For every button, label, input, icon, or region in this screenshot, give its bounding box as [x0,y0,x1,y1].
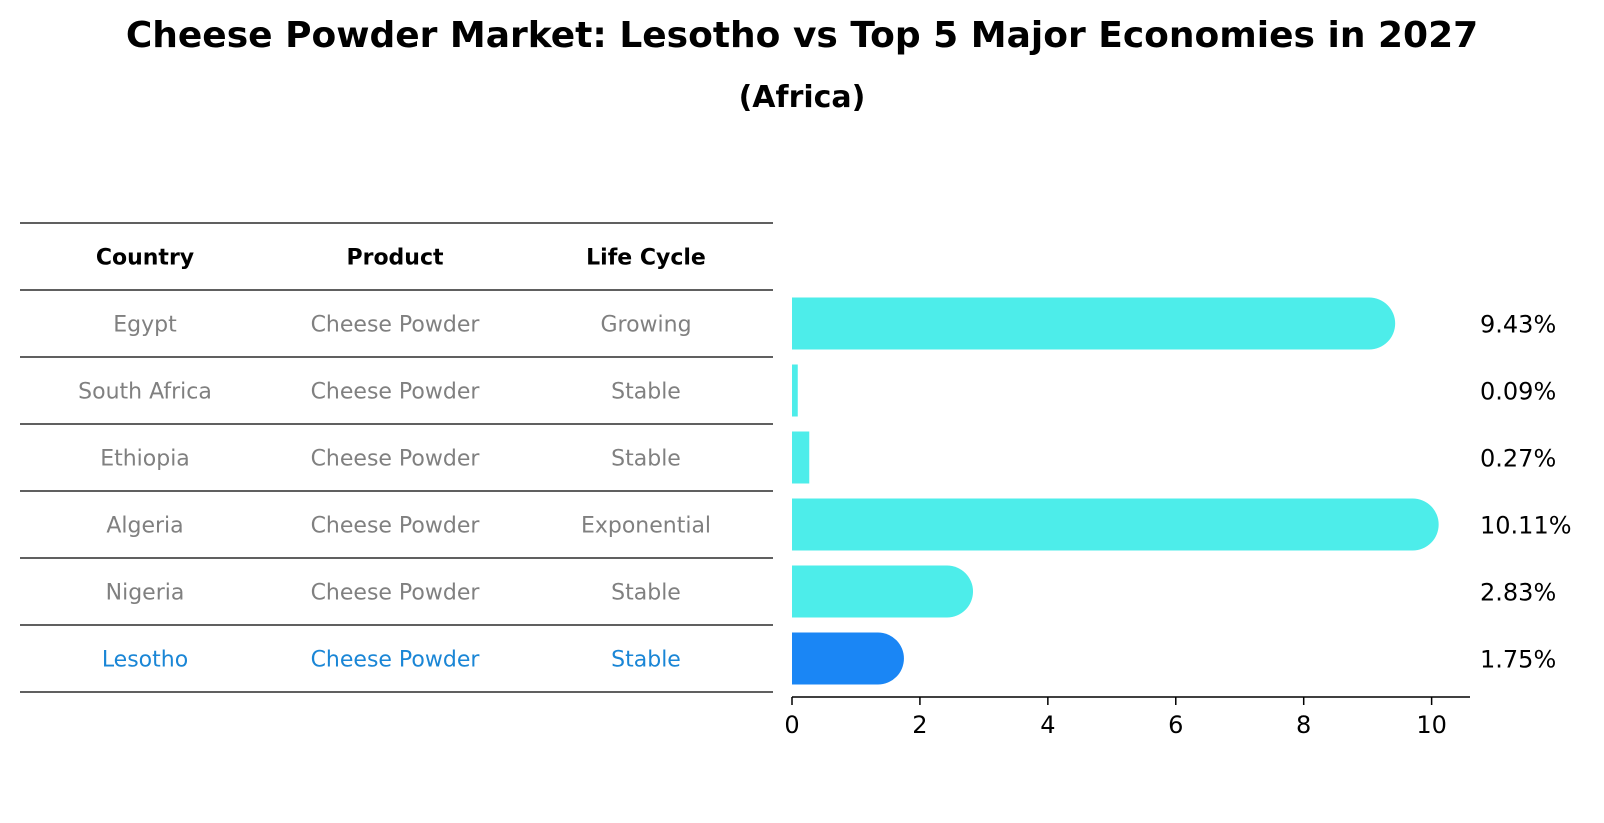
table-cell-product: Cheese Powder [311,447,481,472]
x-axis: 0 2 4 6 8 10 [784,696,1470,739]
table-cell-life-cycle: Growing [600,313,691,338]
bar-nigeria [792,565,974,618]
x-tick-label: 8 [1296,711,1311,739]
data-table: Country Product Life Cycle Egypt Cheese Powd… [20,222,773,693]
chart-subtitle: (Africa) [738,80,866,115]
table-cell-country: Lesotho [102,648,188,673]
bar-egypt [792,297,1396,350]
table-cell-life-cycle: Stable [611,648,681,673]
bar-value-label: 10.11% [1480,512,1572,540]
bar-value-label: 1.75% [1480,646,1556,674]
bar-south-africa [792,364,798,417]
bar-value-label: 0.09% [1480,378,1556,406]
table-cell-product: Cheese Powder [311,514,481,539]
x-tick-label: 10 [1416,711,1447,739]
bar-algeria [792,498,1439,551]
bar-ethiopia [792,431,810,484]
table-cell-country: South Africa [78,380,212,405]
bar-series: 9.43% 0.09% 0.27% 10.11% 2.83% 1.75% [792,297,1572,685]
table-cell-product: Cheese Powder [311,648,481,673]
table-cell-life-cycle: Stable [611,581,681,606]
x-tick-label: 6 [1168,711,1183,739]
table-cell-life-cycle: Stable [611,380,681,405]
bar-value-label: 2.83% [1480,579,1556,607]
table-cell-life-cycle: Stable [611,447,681,472]
x-tick-label: 4 [1040,711,1055,739]
table-header-product: Product [346,246,444,271]
x-tick-label: 2 [912,711,927,739]
table-cell-product: Cheese Powder [311,380,481,405]
bar-value-label: 0.27% [1480,445,1556,473]
table-header-country: Country [96,246,194,271]
table-cell-country: Algeria [106,514,183,539]
table-cell-life-cycle: Exponential [581,514,711,539]
table-cell-country: Ethiopia [100,447,190,472]
table-cell-product: Cheese Powder [311,581,481,606]
x-tick-label: 0 [784,711,799,739]
bar-lesotho [792,632,904,685]
bar-value-label: 9.43% [1480,311,1556,339]
table-cell-country: Nigeria [106,581,185,606]
table-cell-product: Cheese Powder [311,313,481,338]
table-header-life-cycle: Life Cycle [586,246,706,271]
table-cell-country: Egypt [113,313,177,338]
chart-title: Cheese Powder Market: Lesotho vs Top 5 M… [125,15,1479,56]
